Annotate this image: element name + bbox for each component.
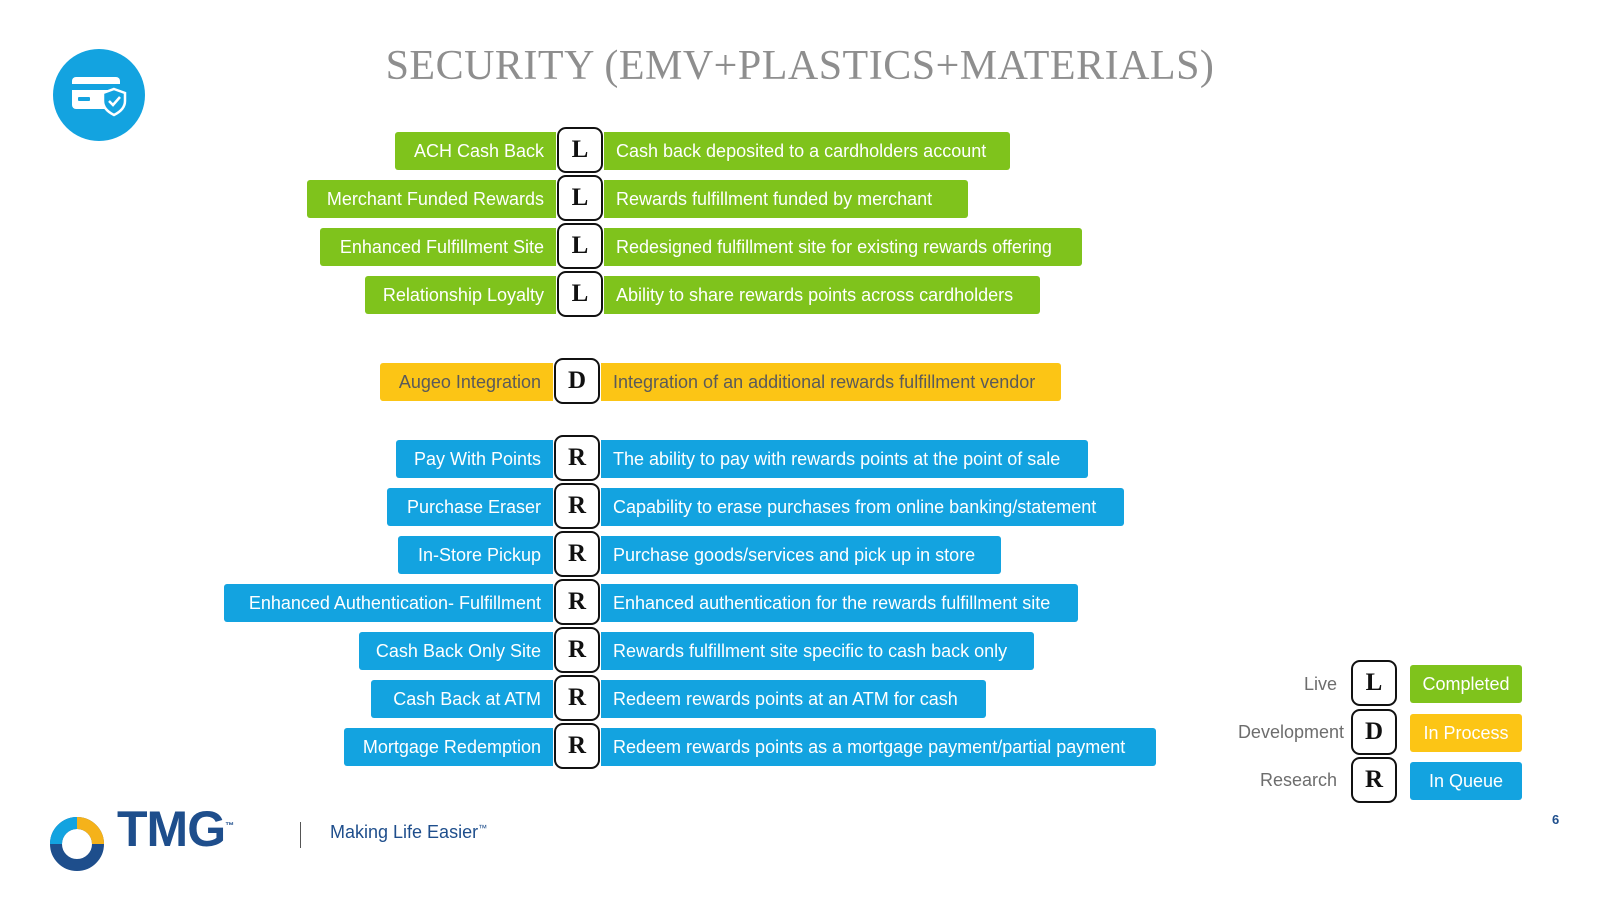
status-code-badge: R [554, 723, 600, 769]
tagline-trademark: ™ [478, 823, 488, 833]
tagline-text: Making Life Easier [330, 822, 479, 842]
footer-divider [300, 822, 301, 848]
status-code-badge: L [557, 223, 603, 269]
status-code-badge: R [554, 435, 600, 481]
logo-text: TMG [117, 801, 226, 857]
feature-row: Merchant Funded Rewards L Rewards fulfil… [0, 175, 1600, 221]
feature-row: Cash Back at ATM R Redeem rewards points… [0, 675, 1600, 721]
feature-description: Ability to share rewards points across c… [604, 276, 1040, 314]
feature-row: Enhanced Authentication- Fulfillment R E… [0, 579, 1600, 625]
feature-row: Enhanced Fulfillment Site L Redesigned f… [0, 223, 1600, 269]
feature-description: Purchase goods/services and pick up in s… [601, 536, 1001, 574]
feature-row: Augeo Integration D Integration of an ad… [0, 358, 1600, 404]
feature-label: Mortgage Redemption [344, 728, 553, 766]
feature-row: In-Store Pickup R Purchase goods/service… [0, 531, 1600, 577]
status-code-badge: D [554, 358, 600, 404]
status-code-badge: L [557, 127, 603, 173]
page-number: 6 [1552, 812, 1560, 827]
feature-label: Purchase Eraser [387, 488, 553, 526]
legend-label-research: Research [1259, 770, 1337, 790]
feature-row: Mortgage Redemption R Redeem rewards poi… [0, 723, 1600, 769]
feature-label: Enhanced Fulfillment Site [320, 228, 556, 266]
status-code-badge: L [557, 271, 603, 317]
feature-description: Enhanced authentication for the rewards … [601, 584, 1078, 622]
status-code-badge: R [554, 579, 600, 625]
status-code-badge: L [557, 175, 603, 221]
feature-label: Pay With Points [396, 440, 553, 478]
tmg-swirl-logo-icon [48, 815, 106, 873]
company-logo: TMG™ [117, 800, 234, 858]
legend-status-completed: Completed [1410, 665, 1522, 703]
feature-label: In-Store Pickup [398, 536, 553, 574]
feature-description: Redesigned fulfillment site for existing… [604, 228, 1082, 266]
feature-description: Integration of an additional rewards ful… [601, 363, 1061, 401]
legend-code-badge: R [1351, 757, 1397, 803]
status-code-badge: R [554, 483, 600, 529]
feature-label: Cash Back Only Site [359, 632, 553, 670]
feature-label: ACH Cash Back [395, 132, 556, 170]
status-code-badge: R [554, 627, 600, 673]
status-code-badge: R [554, 675, 600, 721]
legend-status-in-process: In Process [1410, 714, 1522, 752]
legend-code-badge: L [1351, 660, 1397, 706]
feature-label: Relationship Loyalty [365, 276, 556, 314]
legend-label-development: Development [1237, 722, 1344, 742]
logo-trademark: ™ [225, 820, 235, 831]
feature-label: Augeo Integration [380, 363, 553, 401]
feature-label: Enhanced Authentication- Fulfillment [224, 584, 553, 622]
feature-description: The ability to pay with rewards points a… [601, 440, 1088, 478]
feature-row: Purchase Eraser R Capability to erase pu… [0, 483, 1600, 529]
credit-card-shield-icon [53, 49, 145, 141]
feature-description: Redeem rewards points at an ATM for cash [601, 680, 986, 718]
page-title: SECURITY (EMV+PLASTICS+MATERIALS) [385, 43, 1215, 89]
feature-row: Relationship Loyalty L Ability to share … [0, 271, 1600, 317]
feature-row: Pay With Points R The ability to pay wit… [0, 435, 1600, 481]
legend-label-live: Live [1303, 674, 1337, 694]
feature-description: Rewards fulfillment site specific to cas… [601, 632, 1034, 670]
legend-code-badge: D [1351, 709, 1397, 755]
tagline: Making Life Easier™ [330, 822, 487, 843]
feature-description: Cash back deposited to a cardholders acc… [604, 132, 1010, 170]
feature-label: Cash Back at ATM [371, 680, 553, 718]
feature-description: Capability to erase purchases from onlin… [601, 488, 1124, 526]
feature-description: Rewards fulfillment funded by merchant [604, 180, 968, 218]
status-code-badge: R [554, 531, 600, 577]
feature-row: ACH Cash Back L Cash back deposited to a… [0, 127, 1600, 173]
feature-row: Cash Back Only Site R Rewards fulfillmen… [0, 627, 1600, 673]
feature-description: Redeem rewards points as a mortgage paym… [601, 728, 1156, 766]
feature-label: Merchant Funded Rewards [307, 180, 556, 218]
legend-status-in-queue: In Queue [1410, 762, 1522, 800]
